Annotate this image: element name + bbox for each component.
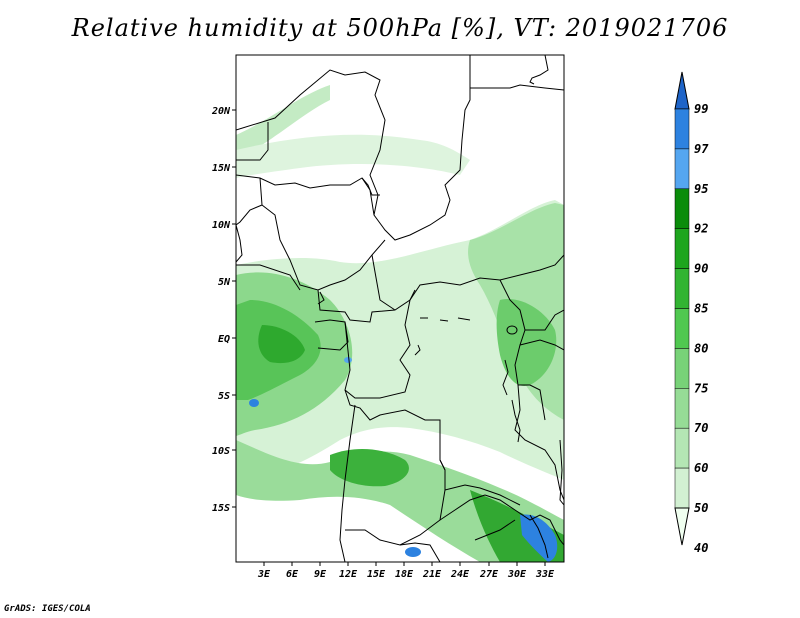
saturation-patch-congo [344,357,352,363]
colorbar-label: 85 [694,302,708,316]
lon-tick-15e: 15E [367,562,386,580]
colorbar-segment [674,348,690,389]
humidity-band-north [236,85,330,160]
lat-label-15n: 15N [212,163,231,174]
colorbar-segment [674,467,690,509]
lon-tick-9e: 9E [314,562,327,580]
colorbar-label: 99 [694,102,708,116]
colorbar-segment [674,188,690,229]
colorbar-segment [674,427,690,469]
colorbar-segment [674,228,690,269]
lat-tick-15s: 15S [212,503,236,514]
lon-tick-27e: 27E [479,562,499,580]
lon-label-12e: 12E [339,569,358,580]
lat-tick-10n: 10N [212,220,236,231]
grads-credit: GrADS: IGES/COLA [4,604,91,614]
lat-label-eq: EQ [218,334,230,345]
lon-tick-6e: 6E [286,562,299,580]
lat-label-10s: 10S [212,446,230,457]
lon-label-27e: 27E [479,569,499,580]
colorbar-label: 92 [694,222,708,236]
humidity-field [236,85,564,562]
country-borders [236,55,564,562]
humidity-core-south [330,448,409,487]
map-title: Relative humidity at 500hPa [%], VT: 201… [71,14,729,42]
colorbar-segment [674,268,690,309]
colorbar-segment [674,308,690,349]
lon-label-30e: 30E [507,569,527,580]
colorbar-segment [674,388,690,429]
lon-label-18e: 18E [395,569,414,580]
lake-outlines [317,291,549,559]
lon-label-33e: 33E [535,569,555,580]
colorbar: 99 97 95 92 90 85 80 75 70 60 50 40 [674,71,709,555]
saturation-patch-lake-malawi [520,514,558,562]
lon-tick-30e: 30E [507,562,527,580]
latitude-axis: 20N 15N 10N 5N EQ 5S 10S 15S [211,106,236,514]
lat-label-15s: 15S [212,503,230,514]
lat-tick-10s: 10S [212,446,236,457]
saturation-patch-south [405,547,421,557]
colorbar-label: 90 [694,262,708,276]
humidity-core-coast [258,325,305,364]
lat-tick-20n: 20N [211,106,236,117]
lon-tick-12e: 12E [339,562,358,580]
humidity-band-sahel [236,134,470,178]
lon-label-24e: 24E [450,569,470,580]
lon-tick-33e: 33E [535,562,555,580]
lat-tick-eq: EQ [218,334,236,345]
colorbar-label: 40 [694,541,708,555]
longitude-axis: 3E 6E 9E 12E 15E 18E 21E 24E 27E 30E 33E [257,562,555,580]
lon-tick-24e: 24E [450,562,470,580]
lat-label-5s: 5S [218,391,230,402]
lat-label-10n: 10N [212,220,231,231]
lon-tick-18e: 18E [395,562,414,580]
lon-label-9e: 9E [314,569,327,580]
humidity-band-south [236,440,564,562]
colorbar-label: 50 [694,501,708,515]
colorbar-label: 75 [694,381,708,395]
colorbar-segment [674,507,690,546]
lat-label-5n: 5N [218,277,231,288]
lat-tick-15n: 15N [212,163,236,174]
lon-label-15e: 15E [367,569,386,580]
colorbar-label: 97 [694,142,709,156]
colorbar-segment [674,108,690,150]
lat-label-20n: 20N [211,106,231,117]
humidity-region-lakes [496,299,557,386]
map-frame [235,54,565,563]
lon-label-21e: 21E [422,569,442,580]
map-panel [235,54,565,563]
colorbar-label: 95 [694,182,708,196]
lon-label-3e: 3E [257,569,271,580]
lon-tick-3e: 3E [257,562,271,580]
lat-tick-5s: 5S [218,391,236,402]
lat-tick-5n: 5N [218,277,236,288]
colorbar-label: 60 [694,461,708,475]
saturation-patch-west [249,399,259,407]
colorbar-label: 70 [694,421,708,435]
colorbar-label: 80 [694,341,708,355]
colorbar-segment [674,71,690,110]
lon-tick-21e: 21E [422,562,442,580]
lon-label-6e: 6E [286,569,299,580]
colorbar-segment [674,148,690,190]
